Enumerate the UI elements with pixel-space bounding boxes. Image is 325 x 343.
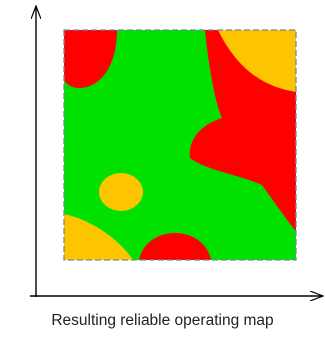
danger-region-bottom-center	[139, 233, 211, 260]
warning-region-bottom-left	[64, 214, 133, 260]
warning-region-top-right	[218, 30, 296, 92]
caption: Resulting reliable operating map	[51, 312, 274, 329]
operating-map	[64, 30, 296, 260]
danger-region-top-left	[64, 30, 117, 89]
map-border	[63, 29, 297, 261]
axes	[30, 6, 323, 297]
warning-region-circle	[99, 173, 143, 211]
